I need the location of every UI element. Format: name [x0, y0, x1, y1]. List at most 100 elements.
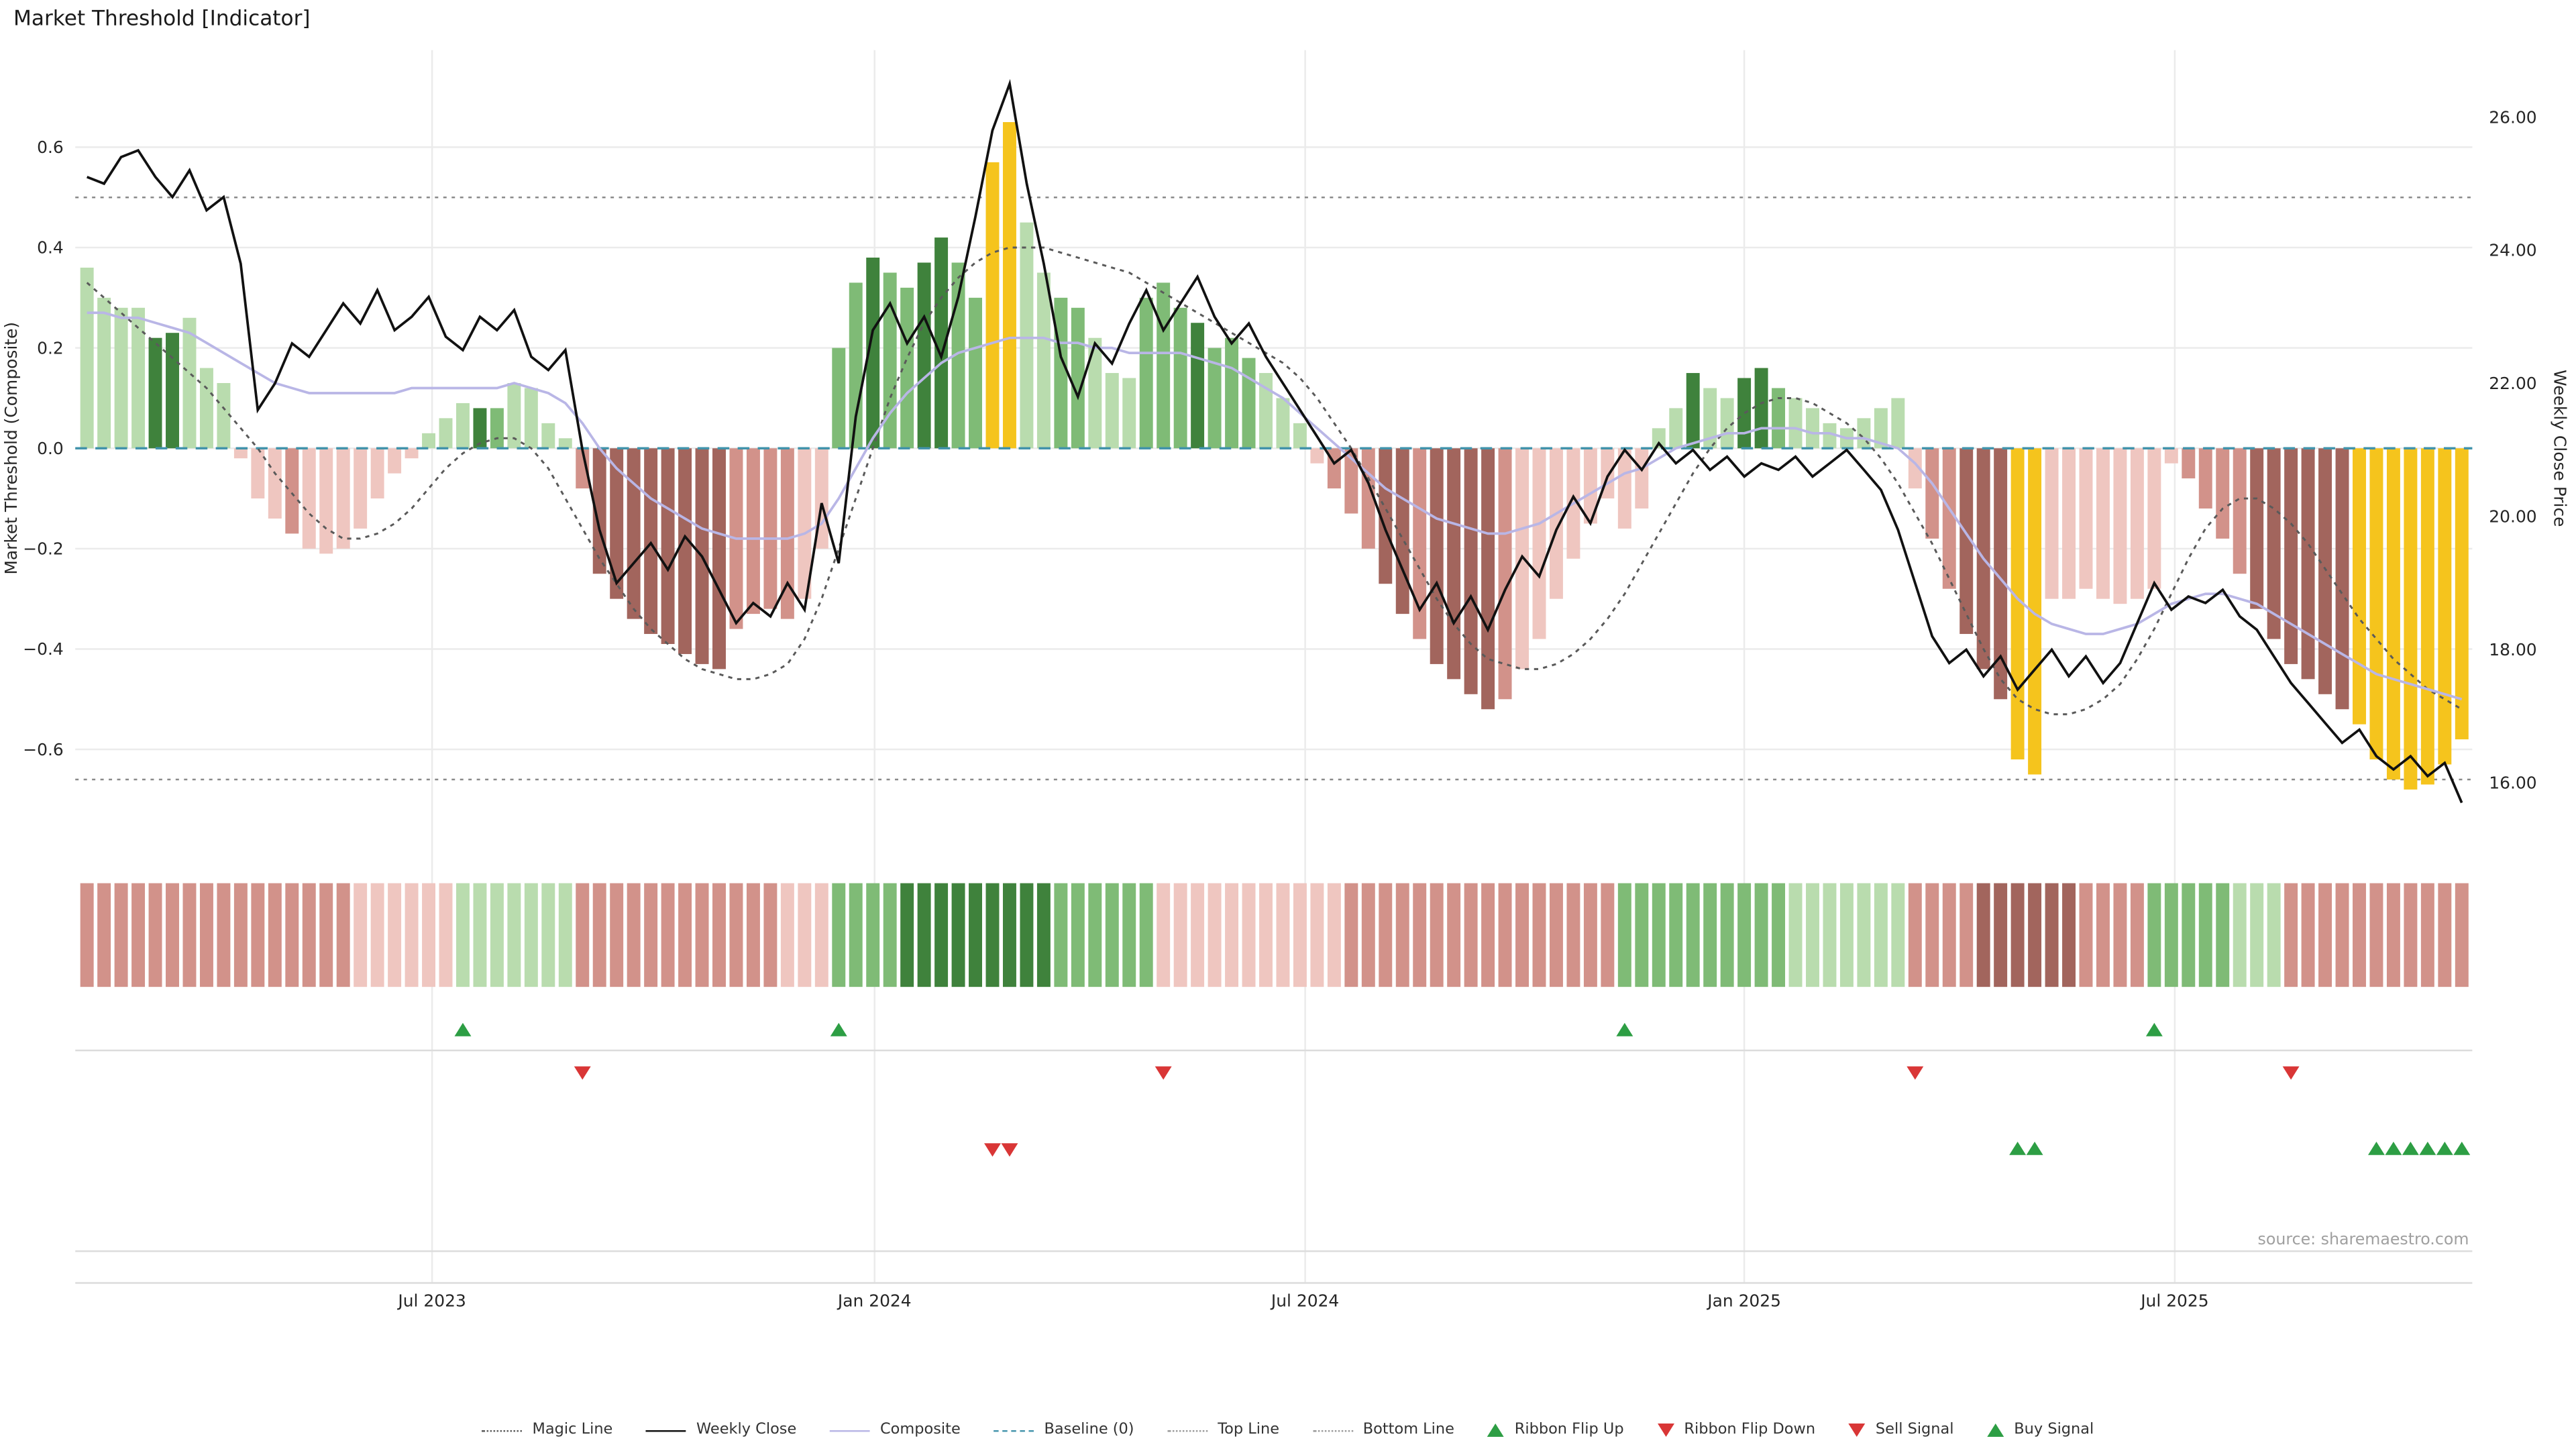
ribbon-bar: [1942, 883, 1956, 987]
ribbon-bar: [1020, 883, 1034, 987]
ribbon-bar: [319, 883, 333, 987]
threshold-bar: [1225, 337, 1239, 449]
sell-signal-marker: [984, 1143, 1001, 1157]
left-tick-label: −0.6: [23, 740, 64, 759]
threshold-bar: [1942, 448, 1956, 589]
x-tick-label: Jul 2025: [2139, 1291, 2208, 1310]
right-tick-label: 18.00: [2489, 640, 2536, 659]
ribbon-bar: [1737, 883, 1752, 987]
threshold-bar: [558, 438, 572, 449]
ribbon-bar: [251, 883, 265, 987]
solid-line-swatch: [646, 1429, 687, 1432]
ribbon-bar: [1806, 883, 1819, 987]
ribbon-bar: [2284, 883, 2298, 987]
ribbon-bar: [2250, 883, 2264, 987]
left-tick-label: 0.6: [37, 138, 64, 157]
threshold-bar: [388, 448, 402, 474]
ribbon-bar: [1601, 883, 1615, 987]
threshold-bar: [148, 337, 162, 449]
ribbon-bar: [1788, 883, 1803, 987]
ribbon-bar: [217, 883, 231, 987]
ribbon-bar: [695, 883, 709, 987]
ribbon-bar: [1498, 883, 1512, 987]
buy-signal-marker: [2436, 1141, 2453, 1155]
threshold-bar: [2045, 448, 2059, 599]
ribbon-bar: [780, 883, 794, 987]
ribbon-bar: [1703, 883, 1717, 987]
threshold-bar: [917, 262, 931, 449]
threshold-bar: [763, 448, 777, 609]
threshold-bar: [233, 448, 248, 459]
source-credit: source: sharemaestro.com: [2258, 1230, 2469, 1248]
threshold-bar: [1276, 398, 1290, 449]
ribbon-bar: [455, 883, 470, 987]
ribbon-bar: [336, 883, 350, 987]
left-tick-label: −0.2: [23, 539, 64, 559]
legend-item: Ribbon Flip Up: [1487, 1421, 1624, 1439]
ribbon-bar: [1225, 883, 1239, 987]
ribbon-bar: [2113, 883, 2127, 987]
ribbon-bar: [2062, 883, 2076, 987]
ribbon-bar: [2455, 883, 2469, 987]
triangle-up-icon: [1487, 1423, 1505, 1437]
ribbon-bar: [951, 883, 965, 987]
threshold-bar: [1583, 448, 1597, 524]
ribbon-bar: [1413, 883, 1427, 987]
threshold-bar: [2113, 448, 2127, 604]
ribbon-bar: [1772, 883, 1786, 987]
threshold-bar: [1002, 122, 1016, 449]
threshold-bar: [319, 448, 333, 554]
ribbon-flip-up-marker: [2145, 1022, 2163, 1036]
threshold-bar: [610, 448, 624, 599]
threshold-bar: [2335, 448, 2349, 710]
ribbon-bar: [849, 883, 863, 987]
ribbon-bar: [661, 883, 675, 987]
legend-label: Ribbon Flip Up: [1514, 1421, 1624, 1439]
ribbon-bar: [1994, 883, 2008, 987]
threshold-bar: [1617, 448, 1631, 529]
ribbon-bar: [1293, 883, 1307, 987]
legend-label: Sell Signal: [1875, 1421, 1954, 1439]
threshold-bar: [166, 333, 179, 449]
threshold-bar: [1430, 448, 1444, 664]
ribbon-bar: [678, 883, 692, 987]
threshold-bar: [2318, 448, 2332, 694]
ribbon-bar: [1652, 883, 1666, 987]
signal-markers: [454, 1022, 2471, 1157]
threshold-bar: [1139, 297, 1153, 449]
left-tick-label: 0.4: [37, 238, 64, 258]
ribbon-bar: [166, 883, 179, 987]
ribbon-flip-down-marker: [574, 1066, 591, 1080]
chart-legend: Magic Line Weekly Close Composite Baseline …: [0, 1421, 2576, 1438]
ribbon-bar: [2182, 883, 2196, 987]
threshold-bar: [1635, 448, 1649, 509]
ribbon-bar: [1583, 883, 1597, 987]
ribbon-bar: [199, 883, 213, 987]
ribbon-bar: [1379, 883, 1393, 987]
ribbon-bar: [576, 883, 590, 987]
threshold-bar: [1259, 373, 1273, 449]
ribbon-bar: [80, 883, 94, 987]
ribbon-bar: [2404, 883, 2418, 987]
legend-label: Weekly Close: [696, 1421, 797, 1439]
ribbon-bar: [388, 883, 402, 987]
right-axis-title: Weekly Close Price: [2551, 370, 2570, 527]
threshold-bar: [1054, 297, 1068, 449]
threshold-bar: [405, 448, 419, 459]
ribbon-bar: [917, 883, 931, 987]
ribbon-bar: [131, 883, 146, 987]
x-tick-label: Jul 2023: [396, 1291, 466, 1310]
threshold-bar: [80, 267, 94, 449]
ribbon-bar: [2045, 883, 2059, 987]
x-tick-label: Jan 2024: [837, 1291, 912, 1310]
threshold-bar: [644, 448, 658, 635]
threshold-bar: [2182, 448, 2196, 479]
threshold-bar: [336, 448, 350, 549]
threshold-bar: [473, 408, 487, 449]
ribbon-bar: [1669, 883, 1683, 987]
ribbon-bar: [1361, 883, 1375, 987]
buy-signal-marker: [2026, 1141, 2043, 1155]
ribbon-bar: [2438, 883, 2452, 987]
ribbon-bar: [814, 883, 828, 987]
threshold-bar: [900, 287, 914, 449]
